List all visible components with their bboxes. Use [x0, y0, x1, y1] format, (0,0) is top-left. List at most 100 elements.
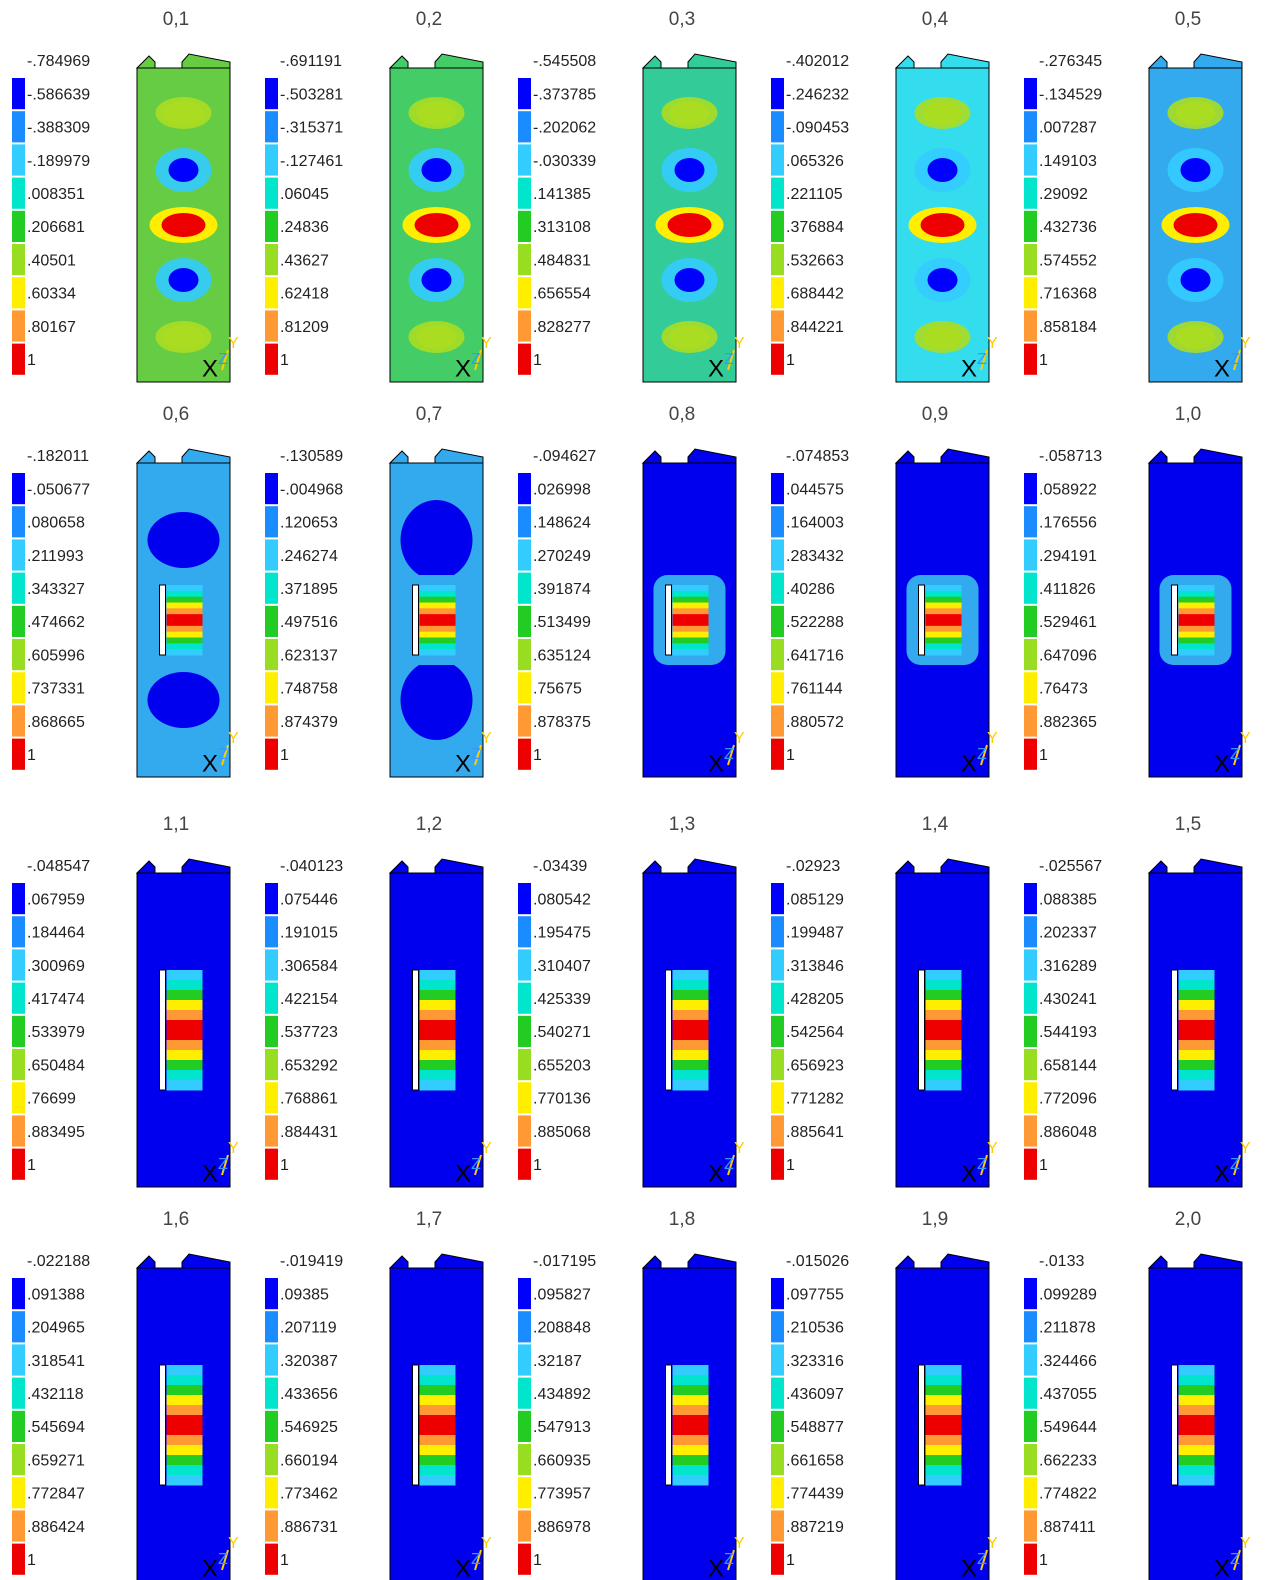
contour	[167, 1425, 203, 1436]
contour	[926, 643, 962, 649]
legend-swatch	[265, 1049, 278, 1080]
legend-value: .211993	[27, 548, 84, 565]
contour	[673, 626, 709, 632]
contour	[926, 1080, 962, 1091]
legend-value: .529461	[1039, 614, 1097, 631]
panel-label: 2,0	[1175, 1209, 1201, 1230]
legend-swatch	[1024, 211, 1037, 242]
legend-value: .660194	[280, 1452, 338, 1469]
legend-value: -.048547	[27, 858, 90, 875]
legend-swatch	[771, 277, 784, 308]
legend-swatch	[1024, 1444, 1037, 1475]
axis-x: X	[202, 750, 218, 777]
contour	[1179, 1080, 1215, 1091]
legend-value: .884431	[280, 1124, 338, 1141]
axis-y: Y	[228, 335, 239, 352]
axis-z: Z	[218, 1551, 228, 1568]
legend-swatch	[265, 739, 278, 770]
contour	[167, 1050, 203, 1061]
panel-label: 1,5	[1175, 814, 1201, 835]
contour	[926, 620, 962, 626]
contour	[926, 1020, 962, 1031]
contour	[148, 672, 220, 728]
legend-swatch	[518, 983, 531, 1014]
contour	[420, 1010, 456, 1021]
legend-value: .40501	[27, 252, 76, 269]
legend-value: .313846	[786, 958, 844, 975]
contour	[167, 1465, 203, 1476]
legend-value: -.015026	[786, 1253, 849, 1270]
contour	[673, 1455, 709, 1466]
legend-value: .199487	[786, 925, 844, 942]
contour	[673, 1030, 709, 1041]
contour	[673, 1425, 709, 1436]
legend-value: -.094627	[533, 448, 596, 465]
contour	[926, 632, 962, 638]
legend-swatch	[265, 1378, 278, 1409]
legend-value: .537723	[280, 1024, 338, 1041]
legend-swatch	[265, 344, 278, 375]
contour	[673, 614, 709, 620]
contour	[1179, 1475, 1215, 1486]
legend-value: .546925	[280, 1419, 338, 1436]
legend-value: .202337	[1039, 925, 1097, 942]
contour	[420, 970, 456, 981]
panel-label: 0,6	[163, 404, 189, 425]
contour	[926, 970, 962, 981]
contour	[167, 1415, 203, 1426]
legend-value: .211878	[1039, 1320, 1096, 1337]
contour	[926, 649, 962, 655]
contour	[673, 1070, 709, 1081]
axis-z: Z	[977, 351, 987, 368]
legend-value: .316289	[1039, 958, 1097, 975]
contour	[673, 597, 709, 603]
contour	[926, 1385, 962, 1396]
legend-value: .641716	[786, 647, 844, 664]
panel-label: 1,9	[922, 1209, 948, 1230]
web	[919, 1365, 925, 1485]
contour	[1179, 1030, 1215, 1041]
legend-value: .532663	[786, 252, 844, 269]
contour	[673, 638, 709, 644]
legend-swatch	[12, 211, 25, 242]
contour	[420, 1080, 456, 1091]
contour	[1176, 325, 1216, 349]
legend-swatch	[771, 506, 784, 537]
legend-swatch	[518, 949, 531, 980]
contour	[926, 1365, 962, 1376]
legend-value: .085129	[786, 891, 844, 908]
contour	[167, 620, 203, 626]
contour	[420, 643, 456, 649]
contour	[420, 1385, 456, 1396]
legend-swatch	[265, 949, 278, 980]
axis-z: Z	[218, 351, 228, 368]
legend-swatch	[265, 473, 278, 504]
legend-swatch	[518, 1344, 531, 1375]
contour	[1179, 1385, 1215, 1396]
legend-value: .659271	[27, 1452, 85, 1469]
legend-swatch	[12, 1411, 25, 1442]
axis-x: X	[708, 1160, 724, 1187]
legend-swatch	[518, 739, 531, 770]
panel-label: 1,7	[416, 1209, 442, 1230]
legend-value: -.784969	[27, 53, 90, 70]
legend-swatch	[12, 506, 25, 537]
legend-value: .75675	[533, 681, 582, 698]
web	[919, 970, 925, 1090]
legend-value: .81209	[280, 319, 329, 336]
contour	[167, 1435, 203, 1446]
contour	[420, 591, 456, 597]
legend-value: 1	[786, 1552, 795, 1569]
legend-swatch	[771, 672, 784, 703]
legend-swatch	[12, 344, 25, 375]
web	[666, 1365, 672, 1485]
contour	[167, 1365, 203, 1376]
legend-value: .207119	[280, 1320, 337, 1337]
contour	[923, 101, 963, 125]
legend-value: .80167	[27, 319, 76, 336]
legend-value: .844221	[786, 319, 844, 336]
legend-value: .774439	[786, 1486, 844, 1503]
legend-value: 1	[1039, 1157, 1048, 1174]
panel-label: 1,4	[922, 814, 949, 835]
legend-value: .208848	[533, 1320, 591, 1337]
